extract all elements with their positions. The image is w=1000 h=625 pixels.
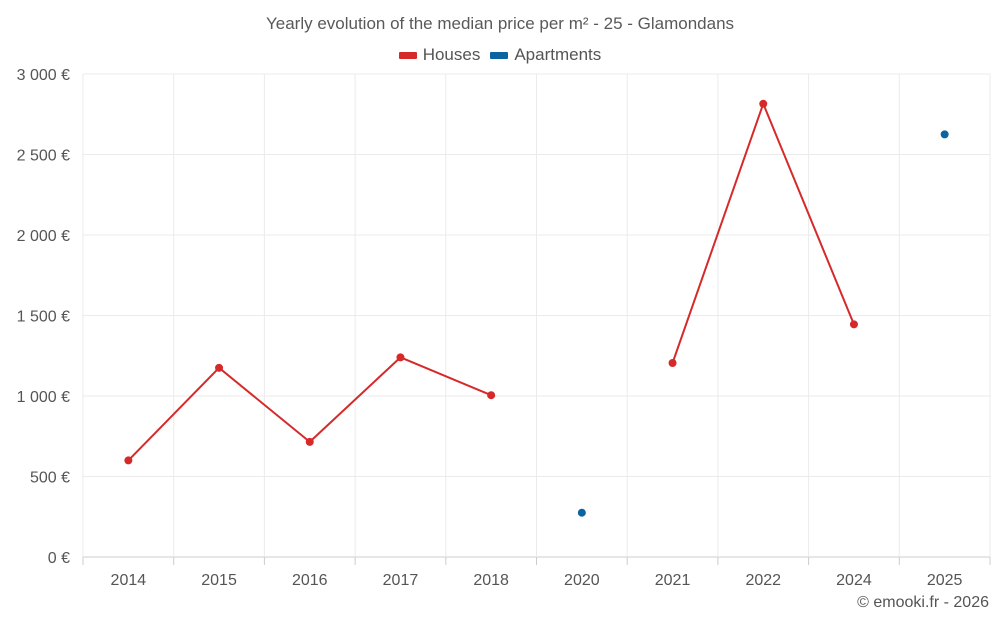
- series-line-houses: [399, 356, 493, 397]
- x-tick-label: 2018: [473, 572, 509, 589]
- x-tick-label: 2024: [836, 572, 872, 589]
- data-point-apartments: [940, 130, 949, 139]
- data-point-houses: [487, 391, 496, 400]
- y-tick-label: 2 500 €: [17, 148, 70, 165]
- data-point-houses: [849, 320, 858, 329]
- x-tick-label: 2025: [927, 572, 963, 589]
- x-tick-label: 2021: [655, 572, 691, 589]
- legend: Houses Apartments: [0, 45, 1000, 65]
- x-tick-label: 2022: [745, 572, 781, 589]
- x-tick-label: 2014: [111, 572, 147, 589]
- y-tick-label: 2 000 €: [17, 228, 70, 245]
- x-tick-label: 2020: [564, 572, 600, 589]
- legend-swatch-apartments: [490, 51, 509, 59]
- x-tick-label: 2016: [292, 572, 328, 589]
- series-line-houses: [127, 366, 221, 462]
- legend-label-houses: Houses: [422, 45, 481, 64]
- data-point-houses: [124, 456, 133, 465]
- x-tick-label: 2017: [383, 572, 419, 589]
- series-line-houses: [671, 102, 765, 364]
- data-point-houses: [305, 437, 314, 446]
- legend-label-apartments: Apartments: [514, 45, 602, 64]
- data-point-houses: [215, 363, 224, 372]
- y-tick-label: 1 500 €: [17, 309, 70, 326]
- y-tick-label: 3 000 €: [17, 67, 70, 84]
- legend-item-houses[interactable]: Houses: [398, 45, 481, 65]
- data-point-houses: [759, 99, 768, 108]
- legend-swatch-houses: [398, 51, 417, 59]
- x-tick-label: 2015: [201, 572, 237, 589]
- data-point-houses: [668, 358, 677, 367]
- series-line-houses: [762, 102, 855, 326]
- chart-title: Yearly evolution of the median price per…: [265, 14, 735, 33]
- data-point-houses: [396, 353, 405, 362]
- data-point-apartments: [577, 508, 586, 517]
- credit-text: © emooki.fr - 2026: [857, 594, 989, 611]
- y-tick-label: 0 €: [48, 550, 70, 567]
- legend-item-apartments[interactable]: Apartments: [490, 45, 601, 65]
- y-tick-label: 1 000 €: [17, 389, 70, 406]
- series-line-houses: [308, 356, 402, 443]
- y-tick-label: 500 €: [30, 470, 70, 487]
- series-line-houses: [218, 366, 311, 443]
